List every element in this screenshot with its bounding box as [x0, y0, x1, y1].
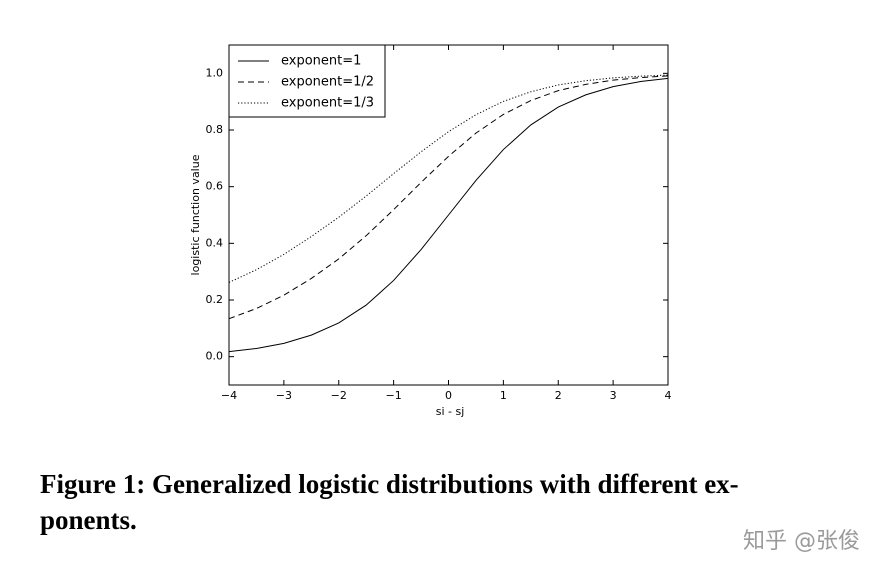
series-line: [228, 74, 669, 283]
x-tick-label: 0: [445, 389, 452, 402]
legend-label: exponent=1/2: [281, 75, 374, 90]
y-tick-label: 0.4: [206, 236, 224, 249]
caption-line: ponents.: [40, 505, 137, 535]
x-tick-label: −4: [221, 389, 237, 402]
x-tick-label: −1: [386, 389, 402, 402]
x-tick-label: −3: [276, 389, 292, 402]
y-tick-label: 0.0: [206, 350, 224, 363]
y-tick-label: 0.6: [206, 180, 224, 193]
x-tick-label: −2: [331, 389, 347, 402]
series-line: [228, 77, 669, 353]
legend-label: exponent=1/3: [281, 96, 374, 111]
x-tick-label: 4: [665, 389, 672, 402]
legend-box: [228, 44, 386, 118]
watermark: 知乎 @张俊: [743, 529, 860, 554]
x-tick-label: 3: [610, 389, 617, 402]
x-tick-label: 2: [555, 389, 562, 402]
y-tick-label: 0.8: [206, 123, 224, 136]
caption-line: Figure 1: Generalized logistic distribut…: [40, 469, 739, 499]
x-axis-label: si - sj: [436, 405, 465, 418]
y-tick-label: 0.2: [206, 293, 224, 306]
x-tick-label: 1: [500, 389, 507, 402]
series-line: [228, 75, 669, 320]
y-tick-label: 1.0: [206, 66, 224, 79]
legend-label: exponent=1: [281, 54, 361, 69]
y-axis-label: logistic function value: [189, 154, 202, 275]
